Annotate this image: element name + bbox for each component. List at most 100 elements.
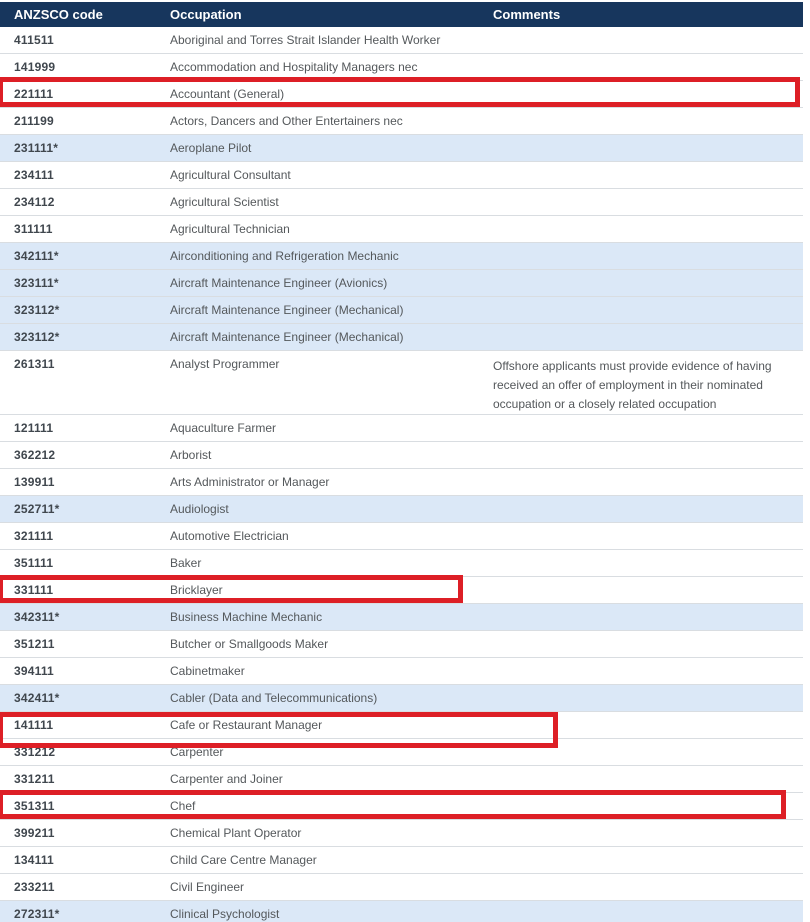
table-row: 231111* Aeroplane Pilot [0,135,803,162]
comments-cell [493,324,803,350]
anzsco-code-cell: 134111 [14,853,54,867]
table-row: 331211 Carpenter and Joiner [0,766,803,793]
anzsco-code-cell: 261311 [14,357,55,371]
table-row: 141999 Accommodation and Hospitality Man… [0,54,803,81]
occupation-cell: Aircraft Maintenance Engineer (Mechanica… [170,303,404,317]
comments-cell [493,739,803,765]
anzsco-code-cell: 311111 [14,222,53,236]
anzsco-code-cell: 323111* [14,276,59,290]
occupation-cell: Agricultural Technician [170,222,290,236]
table-row: 134111 Child Care Centre Manager [0,847,803,874]
table-row: 233211 Civil Engineer [0,874,803,901]
table-row: 139911 Arts Administrator or Manager [0,469,803,496]
table-row: 311111 Agricultural Technician [0,216,803,243]
occupation-cell: Arts Administrator or Manager [170,475,330,489]
table-row: 252711* Audiologist [0,496,803,523]
table-row: 351211 Butcher or Smallgoods Maker [0,631,803,658]
comments-cell [493,766,803,792]
table-header-row: ANZSCO code Occupation Comments [0,2,803,27]
occupation-cell: Actors, Dancers and Other Entertainers n… [170,114,403,128]
comments-cell [493,523,803,549]
table-row: 141111 Cafe or Restaurant Manager [0,712,803,739]
occupation-cell: Agricultural Consultant [170,168,291,182]
column-header-comments: Comments [493,7,561,22]
table-row: 323111* Aircraft Maintenance Engineer (A… [0,270,803,297]
occupation-cell: Automotive Electrician [170,529,289,543]
anzsco-code-cell: 323112* [14,330,60,344]
table-row: 351111 Baker [0,550,803,577]
anzsco-code-cell: 399211 [14,826,55,840]
anzsco-code-cell: 331111 [14,583,54,597]
anzsco-code-cell: 234112 [14,195,55,209]
occupation-cell: Cabler (Data and Telecommunications) [170,691,378,705]
comments-cell [493,162,803,188]
anzsco-code-cell: 141999 [14,60,56,74]
occupation-cell: Butcher or Smallgoods Maker [170,637,329,651]
occupation-cell: Carpenter and Joiner [170,772,283,786]
column-header-anzsco-code: ANZSCO code [14,7,103,22]
comments-cell: Offshore applicants must provide evidenc… [493,359,772,411]
anzsco-code-cell: 342411* [14,691,60,705]
comments-cell [493,442,803,468]
occupation-cell: Clinical Psychologist [170,907,280,921]
occupation-cell: Cafe or Restaurant Manager [170,718,323,732]
comments-cell [493,270,803,296]
comments-cell [493,847,803,873]
table-row: 411511 Aboriginal and Torres Strait Isla… [0,27,803,54]
occupation-cell: Accommodation and Hospitality Managers n… [170,60,418,74]
comments-cell [493,189,803,215]
table-row: 234111 Agricultural Consultant [0,162,803,189]
anzsco-code-cell: 221111 [14,87,54,101]
comments-cell [493,793,803,819]
anzsco-code-cell: 141111 [14,718,54,732]
comments-cell [493,874,803,900]
table-row: 272311* Clinical Psychologist [0,901,803,922]
occupation-cell: Audiologist [170,502,229,516]
table-row: 399211 Chemical Plant Operator [0,820,803,847]
comments-cell [493,297,803,323]
comments-cell [493,243,803,269]
occupation-cell: Airconditioning and Refrigeration Mechan… [170,249,399,263]
anzsco-code-cell: 351111 [14,556,54,570]
column-header-occupation: Occupation [170,7,242,22]
comments-cell [493,712,803,738]
comments-cell [493,216,803,242]
comments-cell [493,820,803,846]
anzsco-code-cell: 331212 [14,745,56,759]
anzsco-code-cell: 233211 [14,880,55,894]
table-row: 342111* Airconditioning and Refrigeratio… [0,243,803,270]
comments-cell [493,496,803,522]
anzsco-code-cell: 234111 [14,168,54,182]
comments-cell [493,135,803,161]
occupation-cell: Bricklayer [170,583,223,597]
anzsco-code-cell: 394111 [14,664,54,678]
occupation-cell: Business Machine Mechanic [170,610,323,624]
table-row: 342311* Business Machine Mechanic [0,604,803,631]
comments-cell [493,415,803,441]
occupation-cell: Aquaculture Farmer [170,421,277,435]
table-row: 394111 Cabinetmaker [0,658,803,685]
anzsco-code-cell: 272311* [14,907,60,921]
table-row: 211199 Actors, Dancers and Other Enterta… [0,108,803,135]
comments-cell [493,577,803,603]
anzsco-code-cell: 231111* [14,141,59,155]
occupation-cell: Aboriginal and Torres Strait Islander He… [170,33,441,47]
table-row: 321111 Automotive Electrician [0,523,803,550]
comments-cell [493,604,803,630]
anzsco-code-cell: 331211 [14,772,55,786]
occupation-cell: Analyst Programmer [170,357,280,371]
table-row: 362212 Arborist [0,442,803,469]
anzsco-code-cell: 362212 [14,448,56,462]
anzsco-code-cell: 252711* [14,502,60,516]
occupation-cell: Aircraft Maintenance Engineer (Mechanica… [170,330,404,344]
table-row: 121111 Aquaculture Farmer [0,415,803,442]
occupation-cell: Carpenter [170,745,224,759]
table-row: 331212 Carpenter [0,739,803,766]
anzsco-code-cell: 342111* [14,249,59,263]
table-row: 351311 Chef [0,793,803,820]
anzsco-code-cell: 211199 [14,114,54,128]
occupation-cell: Agricultural Scientist [170,195,279,209]
anzsco-code-cell: 321111 [14,529,54,543]
occupation-cell: Cabinetmaker [170,664,245,678]
anzsco-code-cell: 411511 [14,33,54,47]
